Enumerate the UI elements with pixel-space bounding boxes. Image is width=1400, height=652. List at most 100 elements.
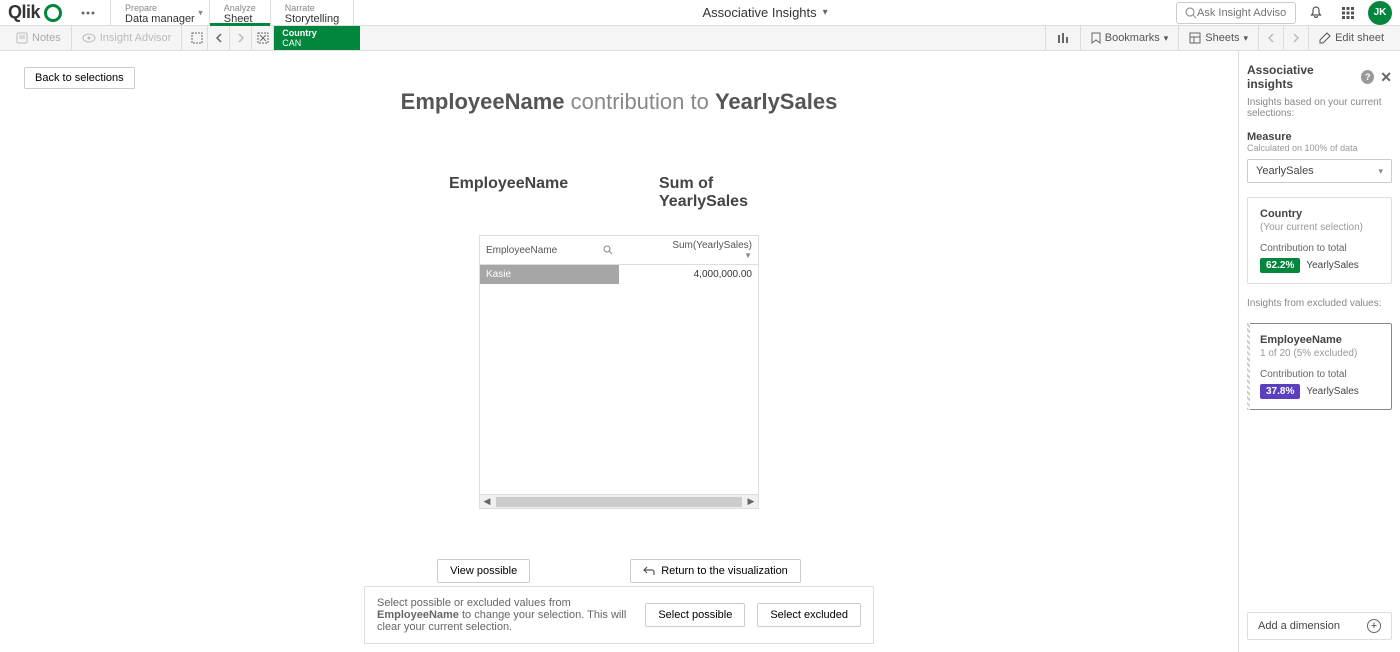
insight-icon: [82, 32, 96, 44]
avatar[interactable]: JK: [1368, 1, 1392, 25]
table-cell-value: 4,000,000.00: [619, 265, 758, 285]
app-title-text: Associative Insights: [702, 5, 816, 20]
table-row[interactable]: Kasie 4,000,000.00: [480, 265, 758, 285]
next-sheet-button[interactable]: [1283, 26, 1308, 50]
card-contrib-label: Contribution to total: [1260, 243, 1379, 254]
card-title: Country: [1260, 208, 1379, 220]
headline-field: EmployeeName: [401, 89, 565, 114]
excluded-label: Insights from excluded values:: [1247, 298, 1392, 309]
card-contrib-label: Contribution to total: [1260, 369, 1379, 380]
nav-tab-sub: Sheet: [224, 13, 256, 25]
card-subtitle: 1 of 20 (5% excluded): [1260, 348, 1379, 359]
table-header-name[interactable]: EmployeeName: [480, 236, 619, 265]
contribution-badge: 37.8%: [1260, 384, 1300, 399]
nav-tab-title: Narrate: [285, 3, 339, 13]
pencil-icon: [1319, 32, 1331, 44]
sheets-label: Sheets: [1205, 32, 1239, 44]
insight-card-excluded[interactable]: EmployeeName 1 of 20 (5% excluded) Contr…: [1247, 323, 1392, 410]
headline-mid: contribution to: [565, 89, 715, 114]
table-header-sum[interactable]: Sum(YearlySales) ▼: [619, 236, 758, 265]
edit-sheet-button[interactable]: Edit sheet: [1308, 26, 1394, 50]
logo[interactable]: Qlik: [8, 2, 62, 23]
card-badge-row: 37.8% YearlySales: [1260, 384, 1379, 399]
view-possible-button[interactable]: View possible: [437, 559, 530, 583]
prev-sheet-button[interactable]: [1258, 26, 1283, 50]
footer-text: Select possible or excluded values from …: [377, 597, 633, 633]
nav-tabs: Prepare Data manager ▾ Analyze Sheet Nar…: [110, 0, 354, 25]
measure-select[interactable]: YearlySales ▾: [1247, 159, 1392, 183]
nav-tab-sub: Storytelling: [285, 13, 339, 25]
measure-label: Measure: [1247, 131, 1392, 143]
toolbar-left: Notes Insight Advisor Country CAN: [6, 26, 360, 50]
action-row: View possible Return to the visualizatio…: [24, 559, 1214, 583]
clear-selection-icon[interactable]: [252, 26, 274, 50]
add-dimension-button[interactable]: Add a dimension +: [1247, 612, 1392, 640]
search-box[interactable]: [1176, 2, 1296, 24]
nav-tab-sub: Data manager: [125, 13, 195, 25]
search-icon[interactable]: [603, 245, 613, 255]
toolbar-right: Bookmarks ▾ Sheets ▾ Edit sheet: [1045, 26, 1394, 50]
scroll-track[interactable]: [496, 497, 742, 507]
table-scrollbar[interactable]: ◀ ▶: [480, 494, 758, 508]
close-icon[interactable]: ✕: [1380, 69, 1392, 86]
plus-icon: +: [1367, 619, 1381, 633]
insight-card-selection[interactable]: Country (Your current selection) Contrib…: [1247, 197, 1392, 284]
bookmarks-label: Bookmarks: [1105, 32, 1160, 44]
more-menu-icon[interactable]: [76, 1, 100, 25]
table-cell-name: Kasie: [480, 265, 619, 285]
sheets-icon: [1189, 32, 1201, 44]
grid-icon[interactable]: [1336, 1, 1360, 25]
selection-forward-icon[interactable]: [230, 26, 252, 50]
scroll-right-icon[interactable]: ▶: [744, 496, 758, 507]
return-icon: [643, 566, 655, 576]
nav-tab-narrate[interactable]: Narrate Storytelling: [271, 0, 354, 25]
data-table: EmployeeName Sum(YearlySales) ▼ Kasie 4,…: [479, 235, 759, 509]
insight-advisor-label: Insight Advisor: [100, 32, 172, 44]
search-input[interactable]: [1197, 7, 1287, 19]
bookmark-icon: [1091, 32, 1101, 44]
contribution-measure: YearlySales: [1306, 260, 1358, 271]
select-possible-button[interactable]: Select possible: [645, 603, 745, 627]
insight-advisor-button[interactable]: Insight Advisor: [72, 26, 183, 50]
notes-button[interactable]: Notes: [6, 26, 72, 50]
nav-tab-analyze[interactable]: Analyze Sheet: [210, 0, 271, 25]
back-to-selections-button[interactable]: Back to selections: [24, 67, 135, 89]
help-icon[interactable]: ?: [1361, 70, 1374, 84]
selection-tool-1[interactable]: [186, 26, 208, 50]
logo-mark: [44, 4, 62, 22]
footer-text-1: Select possible or excluded values from: [377, 597, 571, 609]
search-icon: [1185, 7, 1197, 19]
return-label: Return to the visualization: [661, 565, 788, 577]
contribution-badge: 62.2%: [1260, 258, 1300, 273]
selection-tools: [186, 26, 274, 50]
selection-back-icon[interactable]: [208, 26, 230, 50]
measure-hint: Calculated on 100% of data: [1247, 143, 1392, 153]
panel-title: Associative insights: [1247, 63, 1355, 91]
notes-icon: [16, 32, 28, 44]
contribution-measure: YearlySales: [1306, 386, 1358, 397]
nav-tab-title: Analyze: [224, 3, 256, 13]
select-excluded-button[interactable]: Select excluded: [757, 603, 861, 627]
column-headers: EmployeeName Sum of YearlySales: [24, 175, 1214, 211]
card-subtitle: (Your current selection): [1260, 222, 1379, 233]
main: Back to selections EmployeeName contribu…: [0, 51, 1400, 652]
bookmarks-button[interactable]: Bookmarks ▾: [1080, 26, 1179, 50]
footer-text-bold: EmployeeName: [377, 609, 459, 621]
toolbar: Notes Insight Advisor Country CAN Bookma…: [0, 26, 1400, 51]
nav-tab-prepare[interactable]: Prepare Data manager ▾: [110, 0, 210, 25]
panel-header: Associative insights ? ✕: [1247, 63, 1392, 91]
top-nav: Qlik Prepare Data manager ▾ Analyze Shee…: [0, 0, 1400, 26]
nav-tab-title: Prepare: [125, 3, 195, 13]
chevron-down-icon: ▾: [823, 7, 828, 18]
sheets-button[interactable]: Sheets ▾: [1178, 26, 1258, 50]
app-title[interactable]: Associative Insights ▾: [354, 5, 1176, 20]
column-header-left: EmployeeName: [449, 175, 649, 211]
scroll-left-icon[interactable]: ◀: [480, 496, 494, 507]
return-visualization-button[interactable]: Return to the visualization: [630, 559, 801, 583]
selections-tool-icon[interactable]: [1045, 26, 1080, 50]
card-title: EmployeeName: [1260, 334, 1379, 346]
selection-chip-country[interactable]: Country CAN: [274, 26, 360, 50]
table-header-name-label: EmployeeName: [486, 245, 557, 256]
bell-icon[interactable]: [1304, 1, 1328, 25]
top-right-tools: JK: [1176, 1, 1392, 25]
